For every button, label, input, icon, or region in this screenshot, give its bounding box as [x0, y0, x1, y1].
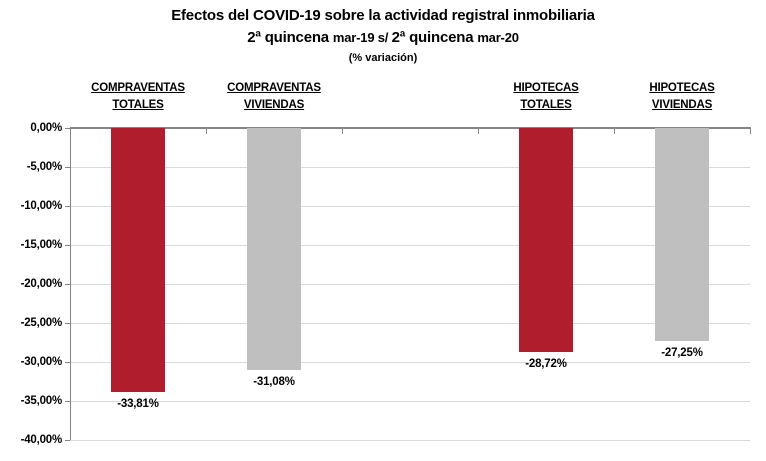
x-axis-tick [342, 129, 343, 134]
y-axis-tick [65, 245, 70, 246]
y-axis-tick [65, 128, 70, 129]
category-header: HIPOTECAS TOTALES [513, 82, 579, 111]
y-axis-tick [65, 167, 70, 168]
y-axis-tick [65, 440, 70, 441]
y-axis-tick [65, 206, 70, 207]
x-axis-line [70, 127, 751, 129]
gridline [70, 284, 750, 285]
chart-subtitle-segment: 2ª quincena [391, 29, 478, 46]
x-axis-tick [614, 129, 615, 134]
gridline [70, 167, 750, 168]
y-axis-label: -35,00% [20, 395, 63, 407]
y-axis-tick [65, 284, 70, 285]
bar-compraventas-totales [111, 128, 165, 392]
chart-subtitle-segment: mar-20 [477, 30, 519, 45]
chart-units-note: (% variación) [348, 52, 418, 64]
y-axis-label: -15,00% [20, 239, 63, 251]
x-axis-tick [750, 129, 751, 134]
gridline [70, 362, 750, 363]
chart-title: Efectos del COVID-19 sobre la actividad … [171, 7, 595, 24]
y-axis-label: -40,00% [20, 434, 63, 446]
bar-hipotecas-viviendas [655, 128, 709, 341]
bar-compraventas-viviendas [247, 128, 301, 371]
gridline [70, 206, 750, 207]
chart-subtitle-segment: mar-19 s/ [332, 30, 392, 45]
y-axis-label: -20,00% [20, 278, 63, 290]
x-axis-tick [206, 129, 207, 134]
bar-value-label: -27,25% [661, 346, 703, 359]
chart-subtitle: 2ª quincena mar-19 s/ 2ª quincena mar-20 [0, 29, 766, 47]
y-axis-label: -30,00% [20, 356, 63, 368]
chart-subtitle-segment: 2ª quincena [247, 29, 333, 46]
y-axis-label: 0,00% [30, 122, 62, 134]
y-axis-tick [65, 401, 70, 402]
y-axis-line [70, 128, 71, 440]
gridline [70, 245, 750, 246]
bar-value-label: -33,81% [117, 397, 159, 410]
category-header: COMPRAVENTAS TOTALES [91, 82, 185, 111]
bar-value-label: -28,72% [525, 358, 567, 371]
bar-hipotecas-totales [519, 128, 573, 353]
y-axis-label: -10,00% [20, 200, 63, 212]
gridline [70, 440, 750, 441]
y-axis-label: -5,00% [26, 161, 62, 173]
x-axis-tick [478, 129, 479, 134]
gridline [70, 401, 750, 402]
y-axis-tick [65, 362, 70, 363]
gridline [70, 323, 750, 324]
category-header: COMPRAVENTAS VIVIENDAS [227, 82, 321, 111]
category-header: HIPOTECAS VIVIENDAS [649, 82, 715, 111]
bar-value-label: -31,08% [253, 376, 295, 389]
y-axis-label: -25,00% [20, 317, 63, 329]
y-axis-tick [65, 323, 70, 324]
x-axis-tick [70, 129, 71, 134]
